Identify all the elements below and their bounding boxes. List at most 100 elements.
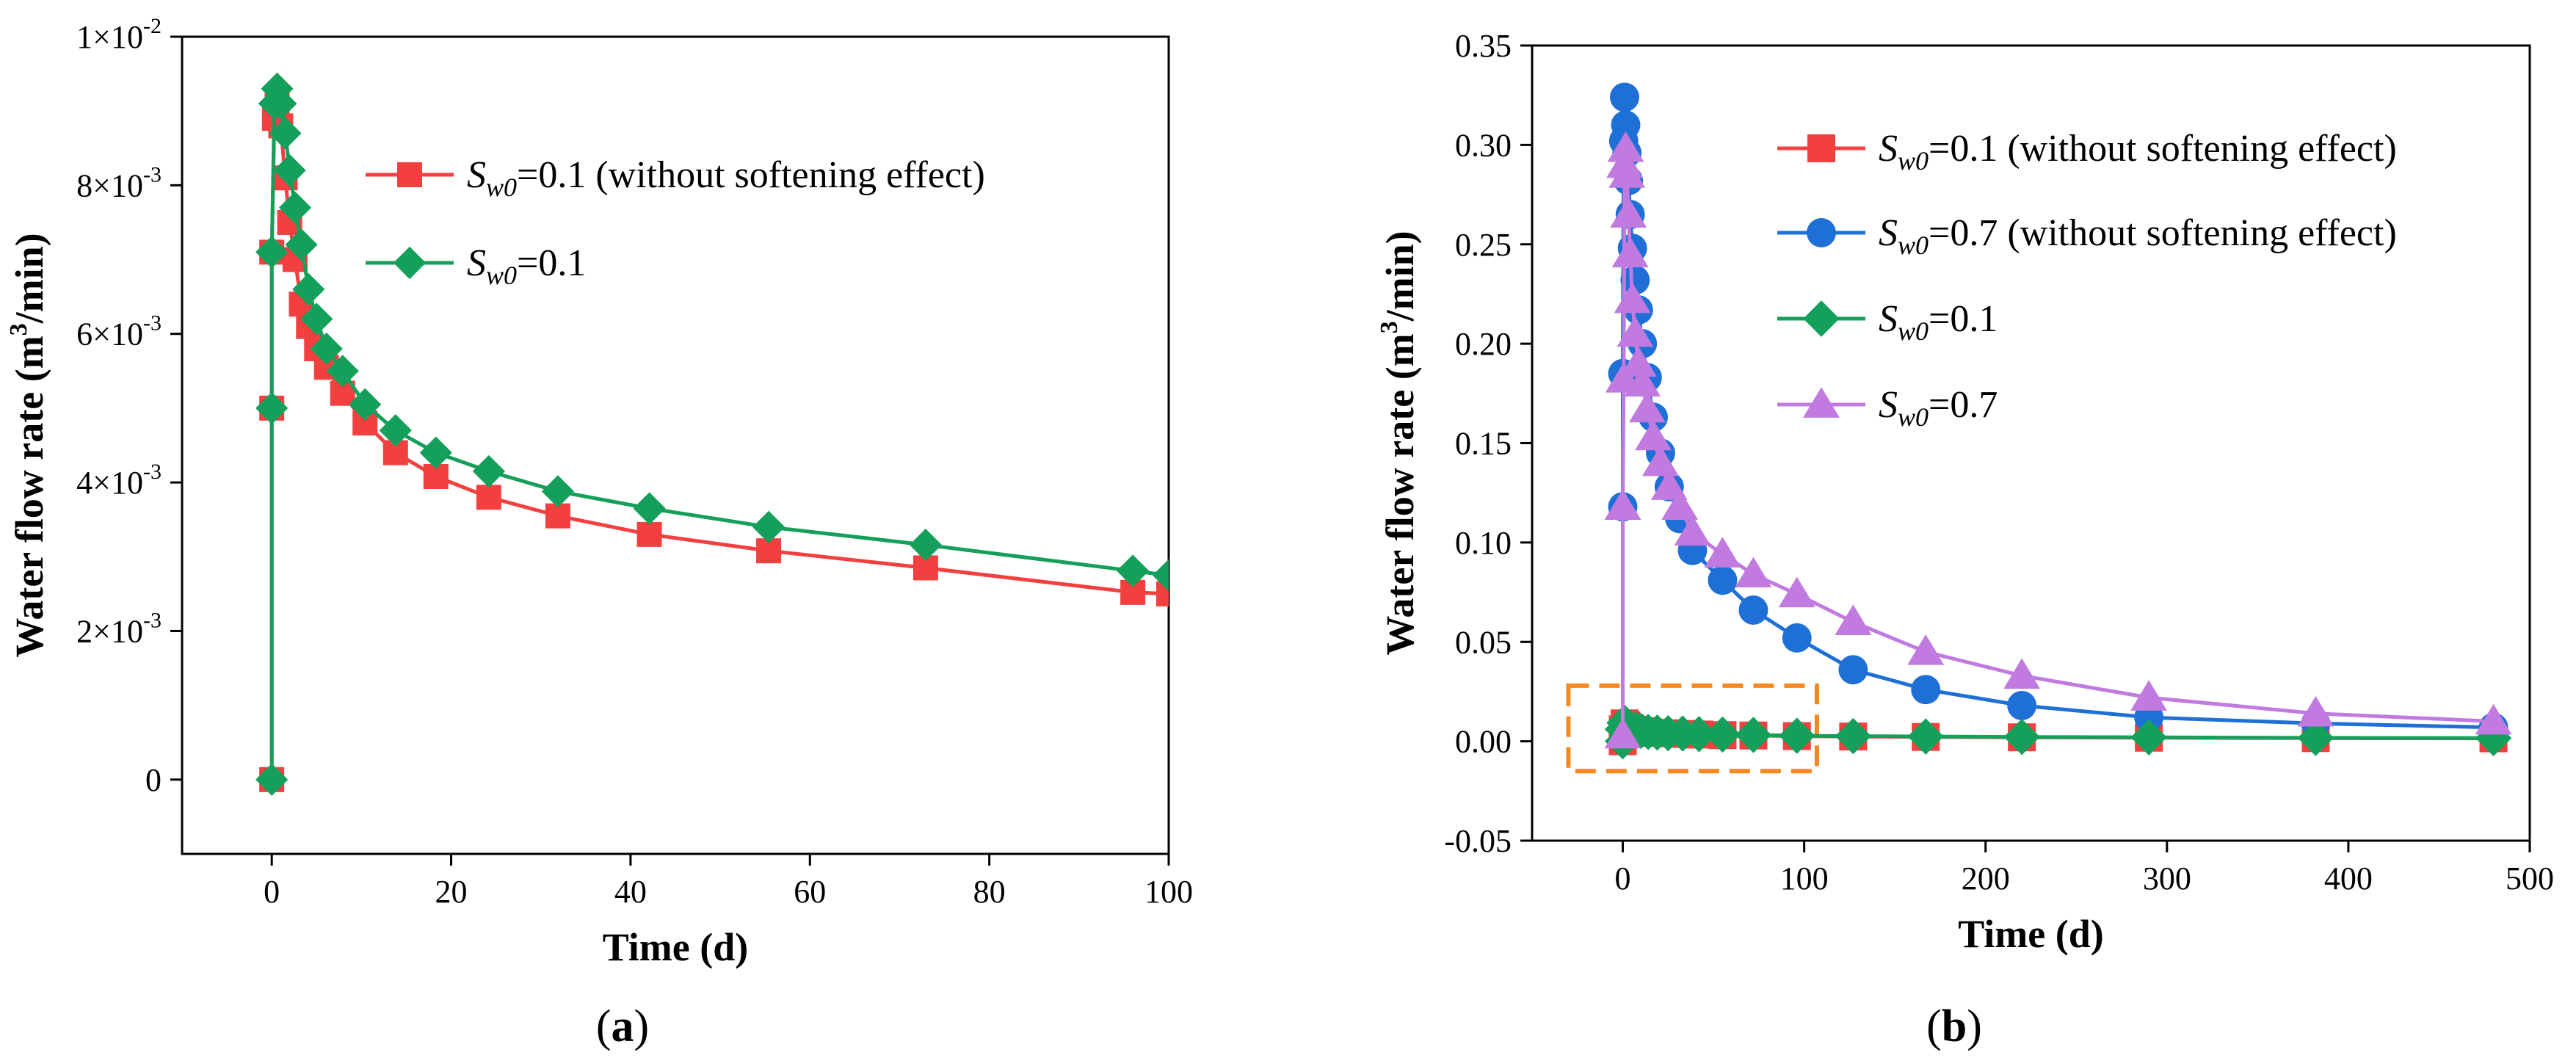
legend-label: Sw0=0.7 (without softening effect) [1879,212,2397,260]
x-tick-label: 100 [1780,860,1829,896]
data-point [1611,110,1641,140]
data-point [1835,717,1872,755]
data-point [476,485,501,510]
chart-panel-b: 0 100 200 300 400 500 -0.05 0.00 0.05 0.10 0.15 0.2… [1376,28,2554,1051]
y-axis-label: Water flow rate (m3/min) [5,233,51,657]
y-tick-label: -0.05 [1444,823,1512,859]
y-tick-label: 0.05 [1455,624,1512,660]
legend-label: Sw0=0.7 [1879,384,1998,432]
data-point [2007,690,2037,720]
data-point [1735,557,1772,588]
x-tick-label: 300 [2143,860,2191,896]
y-tick-label: 6×10-3 [76,311,162,352]
data-point [1835,604,1872,635]
x-tick-label: 0 [264,874,280,910]
legend-marker [393,246,427,280]
data-point [1680,716,1718,753]
legend-label: Sw0=0.1 [467,242,586,290]
series-group [1604,82,2512,760]
data-point [1614,282,1651,314]
x-axis-label: Time (d) [1958,912,2104,956]
data-point [2130,680,2168,711]
data-point [1674,515,1711,546]
y-tick-label: 4×10-3 [76,460,162,501]
data-point [292,272,325,306]
legend-marker [1807,134,1835,162]
panel-label: (b) [1926,1001,1982,1051]
data-point [1907,718,1944,755]
data-point [278,191,312,224]
legend-entry-1: Sw0=0.1 (without softening effect) [366,154,985,202]
data-point [1911,675,1941,705]
plot-frame [181,35,1170,855]
data-point [349,388,382,421]
data-point [541,475,575,508]
legend-label: Sw0=0.1 (without softening effect) [1879,128,2397,175]
y-tick-label: 0.20 [1455,326,1512,362]
data-point [269,117,302,150]
y-tick-label: 8×10-3 [76,162,162,203]
data-point [1735,717,1772,753]
y-tick-label: 0.00 [1455,724,1512,760]
data-point [2297,695,2334,727]
x-tick-label: 80 [973,874,1006,910]
legend-marker [1807,218,1836,247]
series-line-2 [1621,97,2494,730]
x-tick-label: 60 [794,874,826,910]
data-point [1611,236,1649,268]
legend-marker [397,162,422,187]
x-tick-label: 200 [1962,860,2010,896]
y-tick-label: 0 [145,762,162,798]
y-tick-label: 0.15 [1455,426,1512,462]
y-axis-label: Water flow rate (m3/min) [1376,231,1422,655]
data-point [1708,565,1738,595]
data-point [1635,419,1672,451]
legend-entry-3: Sw0=0.1 [1777,298,1998,346]
data-point [379,414,412,447]
x-tick-label: 100 [1144,874,1193,910]
legend-label: Sw0=0.1 (without softening effect) [467,154,985,202]
data-point [1607,131,1644,162]
y-tick-label: 0.30 [1455,127,1512,163]
data-point [752,510,786,543]
data-point [2003,658,2041,689]
data-point [1628,391,1666,423]
data-point [636,521,662,547]
data-point [1738,595,1768,625]
data-point [326,355,359,388]
legend-marker [1803,300,1840,337]
data-point [255,236,289,269]
data-point [1704,537,1741,568]
data-point [1604,717,1641,749]
data-point [1604,489,1641,520]
data-point [2003,718,2040,756]
data-point [264,87,297,120]
data-point [261,72,294,105]
legend-entry-2: Sw0=0.7 (without softening effect) [1777,212,2397,260]
data-point [909,528,942,562]
x-tick-label: 400 [2324,860,2373,896]
y-tick-label: 0.35 [1455,28,1512,64]
data-point [472,454,505,488]
x-tick-label: 0 [1615,860,1631,896]
data-point [1907,634,1945,665]
y-tick-label: 0.10 [1455,525,1512,561]
data-point [300,302,333,336]
data-point [285,228,318,261]
x-axis-label: Time (d) [603,925,749,969]
legend-label: Sw0=0.1 [1879,298,1998,346]
highlight-dashed-box [1566,683,1819,774]
data-point [1610,197,1647,228]
x-tick-label: 500 [2506,860,2554,896]
data-point [255,763,289,796]
x-tick-label: 40 [614,874,647,910]
data-point [1782,623,1812,653]
data-point [1624,366,1661,397]
legend-entry-2: Sw0=0.1 [366,242,586,290]
chart-panel-a: 0 20 40 60 80 100 0 2×10-3 4×10-3 6×10-3 8×10-3 1×1… [5,14,1193,1051]
data-point [1661,489,1699,520]
data-point [1608,157,1646,188]
data-point [1779,717,1815,754]
data-point [255,391,289,425]
